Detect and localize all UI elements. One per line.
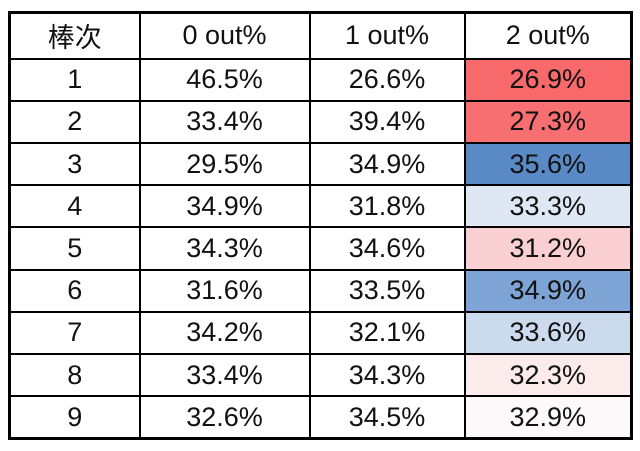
cell-0-out: 34.3% [138,226,311,271]
cell-0-out: 33.4% [138,99,311,144]
header-0-out: 0 out% [138,11,311,60]
table-row: 5 34.3% 34.6% 31.2% [8,226,633,271]
cell-2-out-heatmap: 33.6% [463,310,633,356]
batting-order-out-percentage-table: 棒次 0 out% 1 out% 2 out% 1 46.5% 26.6% 26… [8,11,633,440]
cell-batting-order: 8 [8,353,141,398]
cell-batting-order: 6 [8,268,141,313]
cell-0-out: 34.9% [138,184,311,229]
header-1-out: 1 out% [308,11,466,60]
header-row: 棒次 0 out% 1 out% 2 out% [8,11,633,60]
cell-batting-order: 9 [8,395,141,440]
cell-2-out-heatmap: 34.9% [463,268,633,313]
cell-1-out: 26.6% [308,57,466,102]
cell-2-out-heatmap: 27.3% [463,99,633,144]
cell-2-out-heatmap: 32.9% [463,395,633,440]
cell-batting-order: 3 [8,141,141,187]
cell-0-out: 34.2% [138,310,311,356]
table-header: 棒次 0 out% 1 out% 2 out% [8,11,633,60]
table-row: 3 29.5% 34.9% 35.6% [8,141,633,187]
cell-2-out-heatmap: 32.3% [463,353,633,398]
cell-batting-order: 1 [8,57,141,102]
cell-1-out: 39.4% [308,99,466,144]
table-row: 4 34.9% 31.8% 33.3% [8,184,633,229]
cell-0-out: 29.5% [138,141,311,187]
cell-0-out: 33.4% [138,353,311,398]
table-row: 8 33.4% 34.3% 32.3% [8,353,633,398]
cell-batting-order: 5 [8,226,141,271]
header-2-out: 2 out% [463,11,633,60]
table-row: 2 33.4% 39.4% 27.3% [8,99,633,144]
cell-1-out: 34.3% [308,353,466,398]
table-row: 6 31.6% 33.5% 34.9% [8,268,633,313]
cell-batting-order: 4 [8,184,141,229]
table-row: 7 34.2% 32.1% 33.6% [8,310,633,356]
cell-1-out: 32.1% [308,310,466,356]
table-row: 9 32.6% 34.5% 32.9% [8,395,633,440]
cell-0-out: 46.5% [138,57,311,102]
cell-batting-order: 2 [8,99,141,144]
cell-2-out-heatmap: 35.6% [463,141,633,187]
table-body: 1 46.5% 26.6% 26.9% 2 33.4% 39.4% 27.3% … [8,57,633,440]
cell-1-out: 34.6% [308,226,466,271]
cell-1-out: 34.9% [308,141,466,187]
header-batting-order: 棒次 [8,11,141,60]
cell-0-out: 31.6% [138,268,311,313]
cell-2-out-heatmap: 26.9% [463,57,633,102]
cell-1-out: 34.5% [308,395,466,440]
cell-2-out-heatmap: 31.2% [463,226,633,271]
cell-batting-order: 7 [8,310,141,356]
cell-1-out: 33.5% [308,268,466,313]
cell-0-out: 32.6% [138,395,311,440]
table-row: 1 46.5% 26.6% 26.9% [8,57,633,102]
cell-1-out: 31.8% [308,184,466,229]
cell-2-out-heatmap: 33.3% [463,184,633,229]
